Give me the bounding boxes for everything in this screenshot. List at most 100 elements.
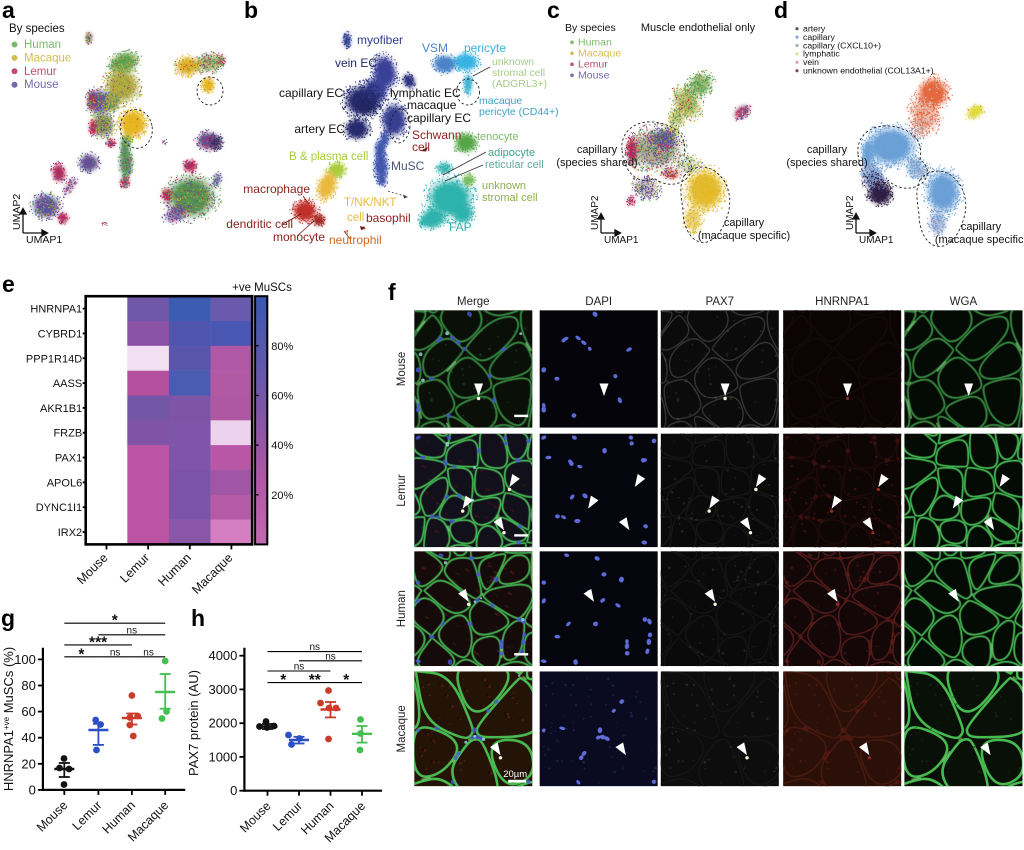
svg-text:capillary: capillary xyxy=(803,32,836,42)
svg-text:macaque: macaque xyxy=(407,98,457,112)
svg-text:g: g xyxy=(1,605,15,631)
svg-text:Merge: Merge xyxy=(457,296,490,308)
svg-text:40%: 40% xyxy=(271,440,293,452)
svg-text:UMAP2: UMAP2 xyxy=(590,195,601,230)
svg-text:3000: 3000 xyxy=(208,682,237,697)
svg-text:T/NK/NKT: T/NK/NKT xyxy=(344,197,396,209)
svg-text:(macaque specific): (macaque specific) xyxy=(935,234,1024,246)
svg-text:80%: 80% xyxy=(271,341,293,353)
svg-text:(macaque specific): (macaque specific) xyxy=(698,230,790,242)
svg-text:(species shared): (species shared) xyxy=(556,157,637,169)
svg-text:capillary: capillary xyxy=(724,217,765,229)
svg-text:b: b xyxy=(244,0,258,23)
svg-text:unknown endothelial (COL13A1+): unknown endothelial (COL13A1+) xyxy=(803,66,934,76)
svg-text:By species: By species xyxy=(9,23,65,35)
svg-text:4000: 4000 xyxy=(208,648,237,663)
svg-text:AASS: AASS xyxy=(53,378,82,390)
svg-text:DYNC1I1: DYNC1I1 xyxy=(36,502,82,514)
svg-text:ns: ns xyxy=(294,662,305,673)
svg-text:unknown: unknown xyxy=(492,56,534,68)
svg-text:c: c xyxy=(547,0,560,23)
svg-text:UMAP2: UMAP2 xyxy=(845,195,856,230)
svg-text:lymphatic EC: lymphatic EC xyxy=(390,86,461,100)
svg-text:Muscle endothelial only: Muscle endothelial only xyxy=(641,22,756,34)
svg-text:40: 40 xyxy=(21,730,35,745)
svg-text:monocyte: monocyte xyxy=(273,230,325,244)
svg-text:unknown: unknown xyxy=(482,180,526,192)
svg-text:h: h xyxy=(191,605,205,631)
svg-text:PAX7: PAX7 xyxy=(706,296,735,308)
svg-text:Human: Human xyxy=(578,37,612,49)
svg-text:CYBRD1: CYBRD1 xyxy=(38,328,83,340)
svg-text:HNRNPA1+ve MuSCs (%): HNRNPA1+ve MuSCs (%) xyxy=(1,647,16,791)
svg-text:UMAP2: UMAP2 xyxy=(11,194,23,230)
svg-text:UMAP1: UMAP1 xyxy=(859,235,894,246)
svg-text:Macaque: Macaque xyxy=(396,705,408,752)
svg-text:adipocyte: adipocyte xyxy=(488,147,535,159)
svg-text:60%: 60% xyxy=(271,390,293,402)
svg-text:FRZB: FRZB xyxy=(53,428,82,440)
svg-text:80: 80 xyxy=(21,678,35,693)
svg-text:Mouse: Mouse xyxy=(396,352,408,387)
svg-text:macaque: macaque xyxy=(479,95,522,107)
svg-text:Macaque: Macaque xyxy=(578,48,621,60)
svg-text:Lemur: Lemur xyxy=(578,59,608,71)
svg-text:***: *** xyxy=(89,634,108,651)
svg-text:B & plasma cell: B & plasma cell xyxy=(289,151,368,163)
svg-text:(species shared): (species shared) xyxy=(786,157,867,169)
svg-text:Mouse: Mouse xyxy=(578,70,610,82)
svg-text:capillary: capillary xyxy=(807,144,848,156)
svg-text:PAX1: PAX1 xyxy=(55,453,82,465)
svg-text:capillary EC: capillary EC xyxy=(279,86,343,100)
svg-text:neutrophil: neutrophil xyxy=(329,233,382,247)
svg-text:IRX2: IRX2 xyxy=(58,527,82,539)
svg-text:artery: artery xyxy=(803,24,826,34)
svg-text:Lemur: Lemur xyxy=(24,66,57,78)
svg-text:*: * xyxy=(280,672,287,689)
svg-text:20%: 20% xyxy=(271,490,293,502)
svg-text:DAPI: DAPI xyxy=(585,296,612,308)
svg-text:VSM: VSM xyxy=(422,41,448,55)
svg-text:capillary (CXCL10+): capillary (CXCL10+) xyxy=(803,40,881,50)
svg-text:60: 60 xyxy=(21,704,35,719)
svg-text:By species: By species xyxy=(565,22,616,34)
svg-text:e: e xyxy=(2,271,15,297)
svg-text:myofiber: myofiber xyxy=(357,33,403,47)
svg-text:1000: 1000 xyxy=(208,749,237,764)
svg-text:2000: 2000 xyxy=(208,716,237,731)
svg-text:20: 20 xyxy=(21,756,35,771)
svg-text:Human: Human xyxy=(24,39,61,51)
svg-text:cell: cell xyxy=(412,140,430,154)
svg-text:macrophage: macrophage xyxy=(243,182,310,196)
svg-text:f: f xyxy=(388,279,396,305)
svg-text:PAX7 protein (AU): PAX7 protein (AU) xyxy=(186,670,201,776)
svg-text:a: a xyxy=(2,0,15,23)
svg-text:Macaque: Macaque xyxy=(24,52,71,64)
svg-text:ns: ns xyxy=(325,651,336,662)
svg-text:UMAP1: UMAP1 xyxy=(604,235,639,246)
svg-text:ns: ns xyxy=(127,625,138,636)
svg-text:Mouse: Mouse xyxy=(24,79,59,91)
svg-text:UMAP1: UMAP1 xyxy=(26,234,62,246)
svg-text:0: 0 xyxy=(230,783,237,798)
svg-text:*: * xyxy=(343,672,350,689)
svg-text:pericyte: pericyte xyxy=(464,41,506,55)
svg-text:*: * xyxy=(78,646,85,663)
svg-text:AKR1B1: AKR1B1 xyxy=(40,403,82,415)
svg-text:lymphatic: lymphatic xyxy=(803,49,840,59)
svg-text:ns: ns xyxy=(143,647,154,658)
svg-text:PPP1R14D: PPP1R14D xyxy=(26,353,82,365)
svg-text:*: * xyxy=(112,613,119,630)
svg-text:FAP: FAP xyxy=(449,220,472,234)
svg-text:**: ** xyxy=(309,672,322,689)
svg-text:Lemur: Lemur xyxy=(396,474,408,507)
svg-text:stromal cell: stromal cell xyxy=(492,67,545,79)
svg-text:capillary: capillary xyxy=(961,221,1002,233)
svg-text:dendritic cell: dendritic cell xyxy=(226,217,293,231)
svg-text:HNRNPA1: HNRNPA1 xyxy=(815,296,869,308)
svg-text:WGA: WGA xyxy=(950,296,978,308)
svg-text:APOL6: APOL6 xyxy=(47,477,82,489)
svg-text:capillary EC: capillary EC xyxy=(407,111,471,125)
svg-text:stromal cell: stromal cell xyxy=(482,192,538,204)
svg-text:Schwann: Schwann xyxy=(412,128,461,142)
